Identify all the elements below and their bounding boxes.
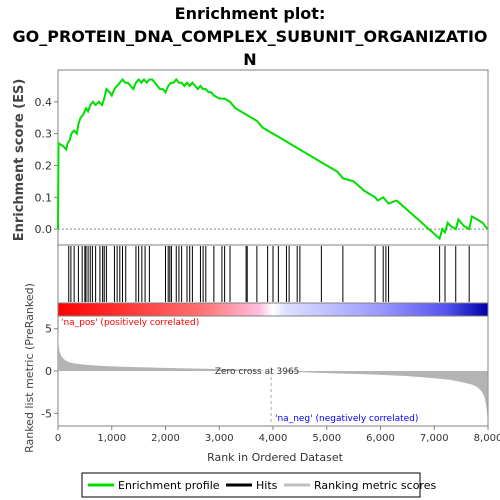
legend-hits-label: Hits	[256, 479, 278, 492]
x-tick-label: 7,000	[420, 433, 449, 444]
metric-y-tick-label: 5	[45, 323, 52, 336]
x-tick-label: 8,000	[474, 433, 500, 444]
legend-profile-label: Enrichment profile	[118, 479, 220, 492]
es-y-tick-label: 0.3	[35, 128, 53, 141]
legend: Enrichment profile Hits Ranking metric s…	[81, 472, 436, 498]
chart-title-line: N	[243, 50, 256, 69]
positive-correlation-label: 'na_pos' (positively correlated)	[61, 318, 199, 328]
ranking-metric-area	[58, 328, 488, 422]
es-y-axis: 0.0 0.1 0.2 0.3 0.4	[35, 96, 58, 236]
x-axis-label: Rank in Ordered Dataset	[207, 451, 344, 464]
es-y-tick-label: 0.4	[35, 96, 53, 109]
x-tick-label: 0	[55, 433, 61, 444]
ranking-color-bar	[57, 302, 489, 317]
chart-title-line: GO_PROTEIN_DNA_COMPLEX_SUBUNIT_ORGANIZAT…	[12, 27, 487, 46]
negative-correlation-label: 'na_neg' (negatively correlated)	[275, 414, 418, 424]
x-tick-label: 2,000	[151, 433, 180, 444]
legend-metric-label: Ranking metric scores	[314, 479, 436, 492]
x-tick-label: 1,000	[97, 433, 126, 444]
zero-cross-label: Zero cross at 3965	[215, 367, 300, 377]
chart-title-line: Enrichment plot:	[175, 4, 326, 23]
enrichment-profile-line	[57, 77, 489, 241]
x-tick-label: 6,000	[366, 433, 395, 444]
metric-y-tick-label: -5	[41, 407, 52, 420]
es-y-tick-label: 0.1	[35, 191, 53, 204]
metric-y-axis: -5 0 5	[41, 323, 58, 420]
es-panel-frame	[57, 69, 489, 246]
metric-y-axis-label: Ranked list metric (PreRanked)	[23, 283, 36, 453]
x-tick-label: 4,000	[259, 433, 288, 444]
x-tick-label: 5,000	[312, 433, 341, 444]
es-y-tick-label: 0.2	[35, 159, 53, 172]
x-axis: 0 1,000 2,000 3,000 4,000 5,000 6,000 7,000 8,00…	[55, 426, 500, 444]
hit-markers	[68, 246, 470, 302]
es-y-axis-label: Enrichment score (ES)	[12, 79, 27, 242]
x-tick-label: 3,000	[205, 433, 234, 444]
metric-y-tick-label: 0	[45, 365, 52, 378]
chart-title: Enrichment plot: GO_PROTEIN_DNA_COMPLEX_S…	[12, 4, 487, 69]
es-y-tick-label: 0.0	[35, 223, 53, 236]
